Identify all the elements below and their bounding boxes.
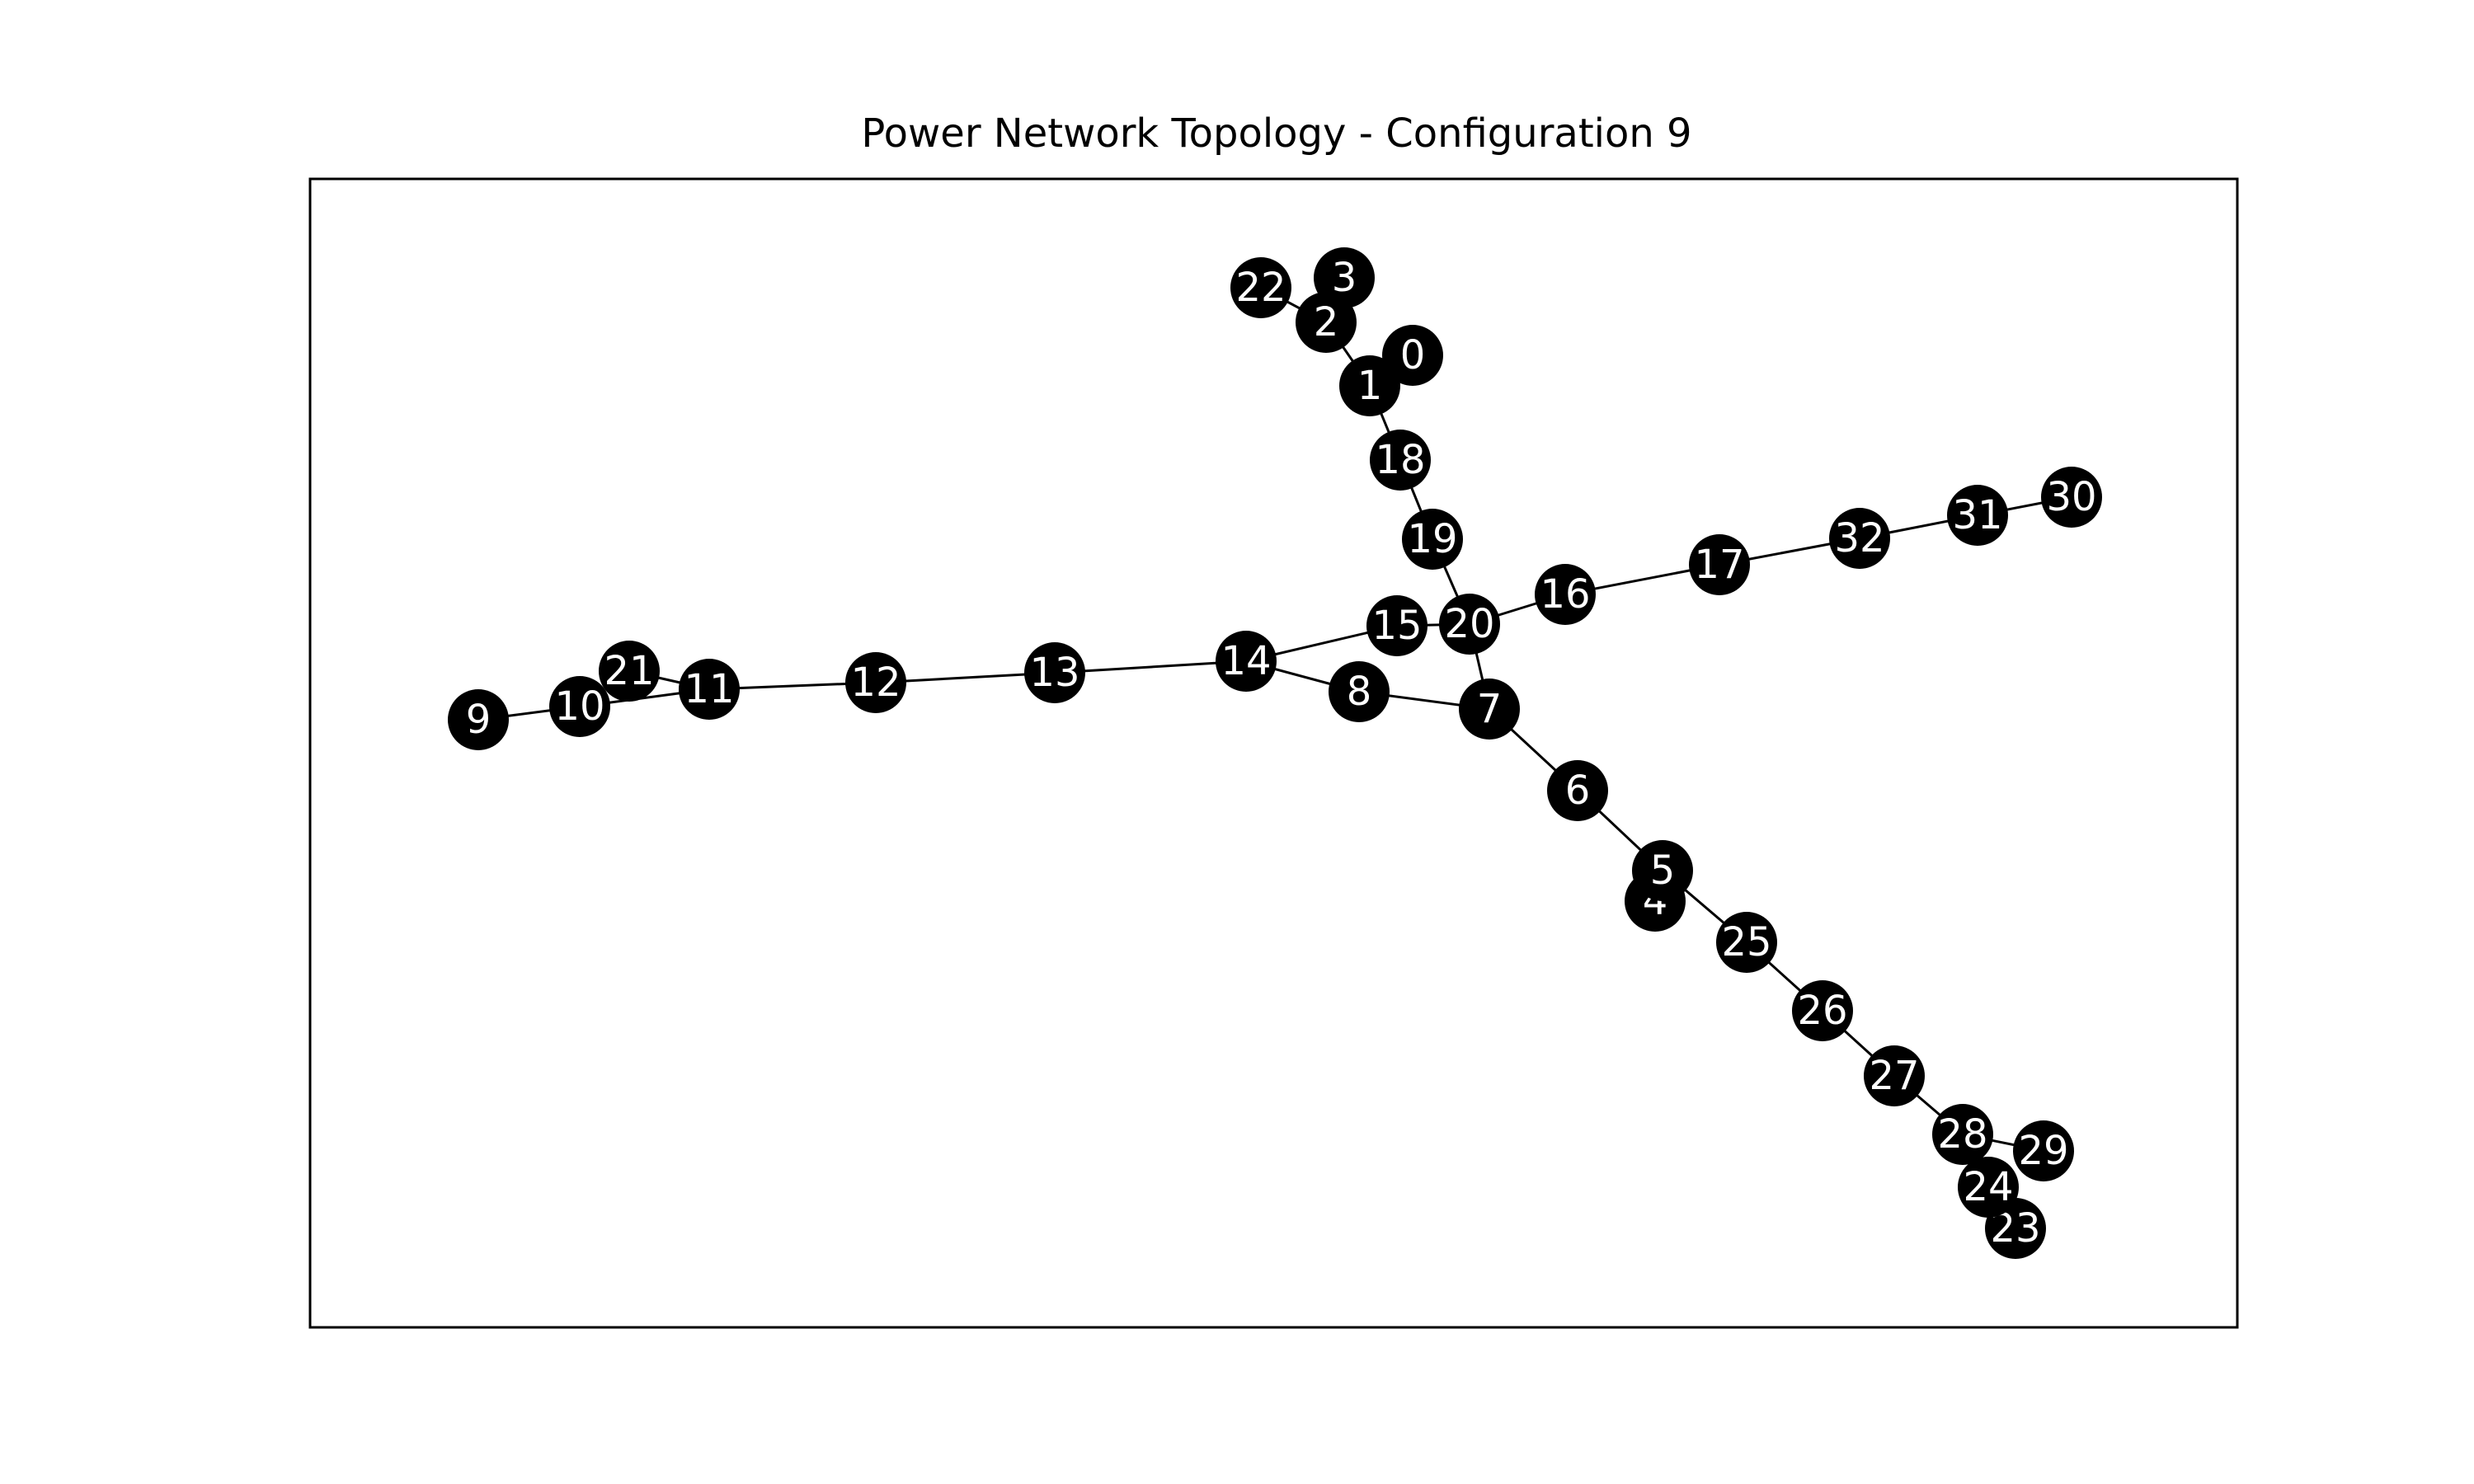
node-label: 11	[684, 666, 734, 712]
node-1: 1	[1339, 355, 1400, 416]
node-circle	[1932, 1104, 1993, 1165]
node-circle	[1370, 430, 1431, 491]
node-label: 24	[1963, 1164, 2013, 1210]
plot-frame	[308, 177, 2239, 1329]
node-16: 16	[1535, 564, 1596, 625]
node-circle	[2041, 467, 2102, 528]
node-27: 27	[1864, 1045, 1925, 1106]
node-circle	[1547, 760, 1608, 821]
node-label: 12	[850, 660, 901, 706]
node-5: 5	[1632, 840, 1693, 901]
node-30: 30	[2041, 467, 2102, 528]
node-circle	[1829, 508, 1890, 569]
node-17: 17	[1689, 534, 1750, 595]
node-3: 3	[1314, 247, 1375, 308]
node-label: 16	[1540, 571, 1590, 618]
node-circle	[1439, 594, 1500, 655]
node-32: 32	[1829, 508, 1890, 569]
node-8: 8	[1329, 661, 1390, 722]
node-circle	[1314, 247, 1375, 308]
node-label: 31	[1952, 492, 2002, 538]
node-6: 6	[1547, 760, 1608, 821]
node-circle	[1402, 509, 1463, 570]
node-label: 13	[1029, 650, 1079, 696]
node-18: 18	[1370, 430, 1431, 491]
node-label: 17	[1694, 542, 1744, 588]
node-label: 0	[1400, 332, 1426, 378]
node-label: 18	[1375, 437, 1425, 483]
node-11: 11	[679, 659, 740, 720]
node-label: 6	[1565, 768, 1591, 814]
node-label: 27	[1869, 1053, 1919, 1099]
node-circle	[1792, 980, 1853, 1041]
node-circle	[1230, 257, 1291, 318]
node-label: 9	[466, 697, 492, 743]
node-circle	[1716, 912, 1777, 973]
node-9: 9	[448, 689, 509, 750]
node-circle	[1366, 595, 1427, 656]
node-label: 26	[1797, 988, 1847, 1034]
node-25: 25	[1716, 912, 1777, 973]
node-circle	[549, 676, 610, 737]
node-circle	[845, 652, 906, 713]
node-29: 29	[2013, 1120, 2074, 1181]
node-label: 32	[1834, 515, 1884, 561]
node-circle	[1535, 564, 1596, 625]
node-label: 19	[1407, 516, 1457, 562]
node-label: 5	[1650, 848, 1676, 894]
node-circle	[1024, 642, 1085, 703]
node-label: 1	[1357, 363, 1383, 409]
node-circle	[1958, 1157, 2019, 1218]
edge-14-13	[1054, 660, 1247, 674]
node-circle	[679, 659, 740, 720]
node-circle	[448, 689, 509, 750]
node-26: 26	[1792, 980, 1853, 1041]
node-label: 29	[2018, 1128, 2068, 1174]
node-circle	[1382, 325, 1443, 386]
node-circle	[1216, 631, 1277, 692]
node-28: 28	[1932, 1104, 1993, 1165]
node-14: 14	[1216, 631, 1277, 692]
node-label: 21	[604, 648, 654, 694]
node-label: 8	[1347, 669, 1372, 715]
chart-title: Power Network Topology - Configuration 9	[861, 110, 1692, 157]
node-label: 30	[2046, 474, 2096, 520]
node-15: 15	[1366, 595, 1427, 656]
node-circle	[1689, 534, 1750, 595]
node-circle	[1459, 679, 1520, 740]
node-20: 20	[1439, 594, 1500, 655]
node-label: 10	[554, 683, 604, 730]
node-label: 2	[1314, 299, 1339, 345]
node-24: 24	[1958, 1157, 2019, 1218]
node-0: 0	[1382, 325, 1443, 386]
node-label: 15	[1371, 603, 1422, 649]
node-label: 7	[1477, 686, 1503, 732]
node-circle	[1947, 485, 2008, 546]
node-circle	[1864, 1045, 1925, 1106]
node-circle	[599, 641, 660, 702]
edges-layer	[477, 277, 2072, 1229]
node-21: 21	[599, 641, 660, 702]
node-7: 7	[1459, 679, 1520, 740]
node-circle	[1329, 661, 1390, 722]
node-13: 13	[1024, 642, 1085, 703]
node-label: 22	[1235, 265, 1286, 311]
node-circle	[1632, 840, 1693, 901]
node-22: 22	[1230, 257, 1291, 318]
node-label: 14	[1221, 638, 1271, 684]
node-19: 19	[1402, 509, 1463, 570]
node-circle	[2013, 1120, 2074, 1181]
node-31: 31	[1947, 485, 2008, 546]
node-label: 20	[1444, 601, 1494, 647]
node-label: 3	[1332, 255, 1357, 301]
node-label: 25	[1721, 919, 1771, 965]
node-circle	[1339, 355, 1400, 416]
node-10: 10	[549, 676, 610, 737]
node-label: 28	[1937, 1111, 1987, 1158]
node-12: 12	[845, 652, 906, 713]
